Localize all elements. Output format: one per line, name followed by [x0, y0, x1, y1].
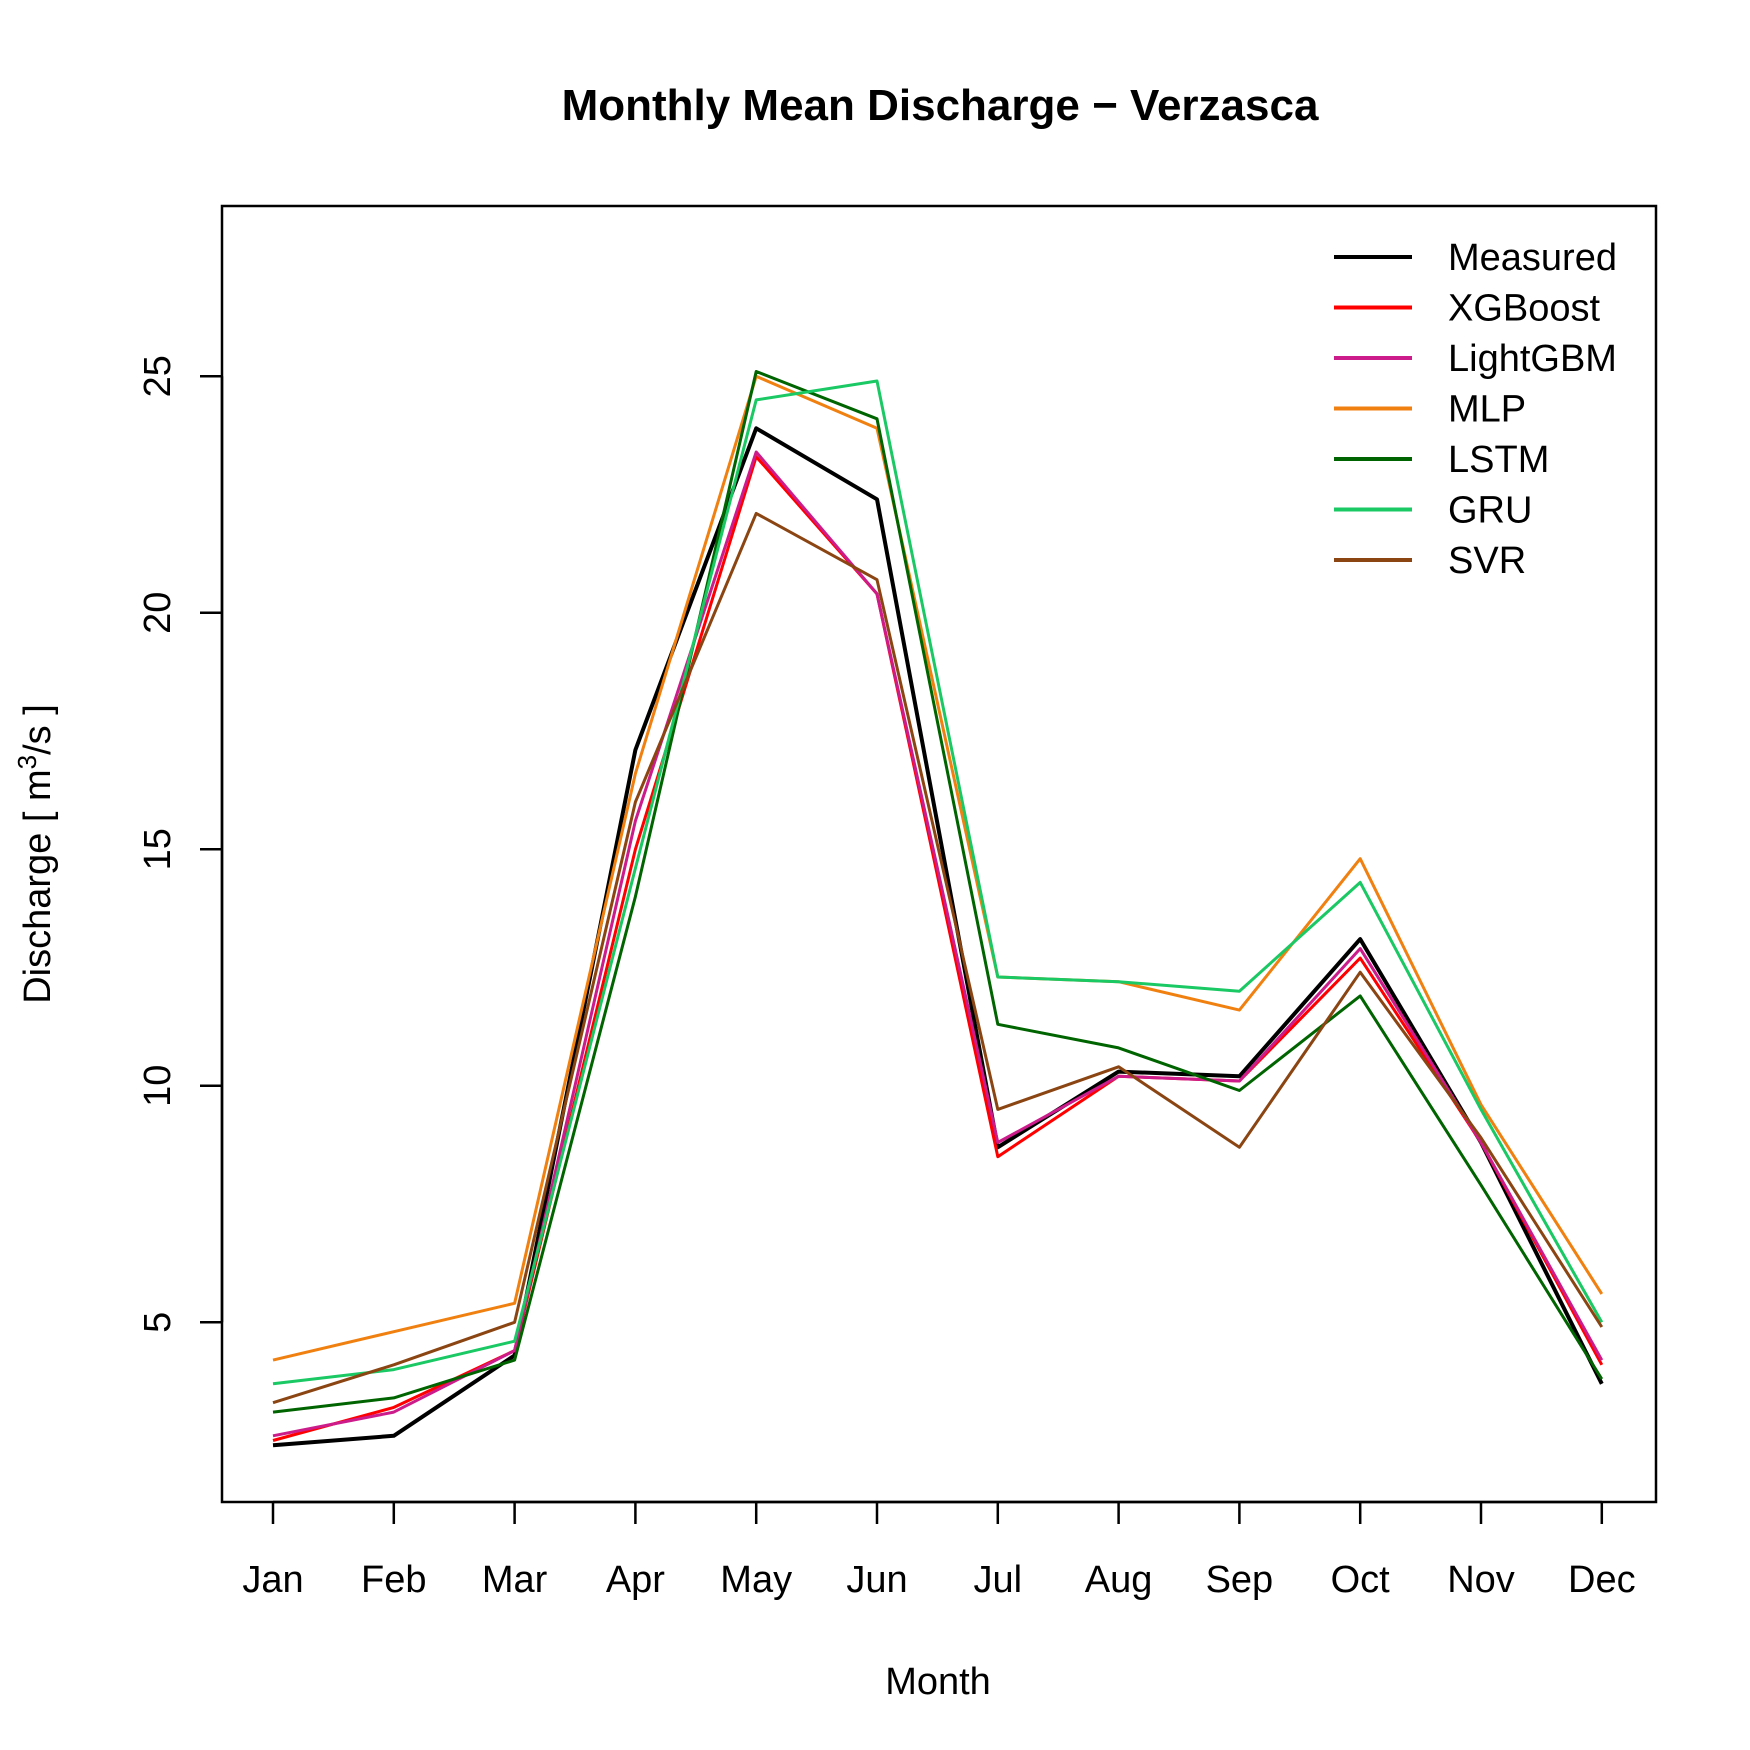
legend-item-measured: Measured [1334, 237, 1617, 279]
legend-item-lightgbm: LightGBM [1334, 338, 1617, 380]
y-axis-label-superscript: 3 [12, 755, 42, 769]
legend-item-svr: SVR [1334, 540, 1526, 582]
x-axis: Jan Feb Mar Apr May Jun Jul Aug Sep Oct Nov Dec [242, 1500, 1636, 1601]
x-axis-label: Month [885, 1661, 991, 1703]
legend-item-lstm: LSTM [1334, 439, 1549, 481]
x-tick-label: Dec [1568, 1559, 1636, 1601]
y-tick-label: 15 [137, 828, 179, 870]
x-tick-label: Jun [846, 1559, 907, 1601]
y-tick-label: 20 [137, 592, 179, 634]
x-tick-label: Nov [1447, 1559, 1515, 1601]
legend-label: SVR [1448, 540, 1526, 582]
series-line-mlp [272, 374, 1604, 1362]
legend-label: LSTM [1448, 439, 1549, 481]
x-tick-label: Feb [361, 1559, 426, 1601]
series-line-gru [272, 379, 1604, 1386]
x-tick-label: Sep [1206, 1559, 1274, 1601]
legend-label: XGBoost [1448, 288, 1601, 330]
legend-label: GRU [1448, 490, 1532, 532]
x-tick-label: Aug [1085, 1559, 1153, 1601]
y-tick-label: 5 [137, 1312, 179, 1333]
y-tick-label: 10 [137, 1065, 179, 1107]
y-axis: 5 10 15 20 25 [137, 355, 224, 1333]
x-tick-label: Apr [606, 1559, 665, 1601]
y-axis-label-prefix: Discharge [ m [17, 769, 59, 1003]
x-tick-label: Mar [482, 1559, 548, 1601]
x-tick-label: Oct [1331, 1559, 1391, 1601]
legend: Measured XGBoost LightGBM MLP LSTM GRU SVR [1334, 237, 1617, 582]
x-tick-label: Jan [242, 1559, 303, 1601]
legend-label: MLP [1448, 389, 1526, 431]
x-tick-label: Jul [974, 1559, 1023, 1601]
chart-title: Monthly Mean Discharge − Verzasca [562, 81, 1319, 130]
series-line-measured [272, 426, 1604, 1448]
legend-item-mlp: MLP [1334, 389, 1526, 431]
y-axis-label-suffix: /s ] [17, 704, 59, 755]
series-line-xgboost [272, 455, 1604, 1442]
legend-label: Measured [1448, 237, 1617, 279]
legend-label: LightGBM [1448, 338, 1617, 380]
x-tick-label: May [720, 1559, 792, 1601]
series-line-lightgbm [272, 450, 1604, 1438]
y-tick-label: 25 [137, 355, 179, 397]
y-axis-label: Discharge [ m3/s ] [12, 704, 59, 1004]
series-line-svr [272, 511, 1604, 1405]
series-line-lstm [272, 370, 1604, 1414]
plot-area [272, 370, 1604, 1448]
legend-item-xgboost: XGBoost [1334, 288, 1601, 330]
legend-item-gru: GRU [1334, 490, 1532, 532]
